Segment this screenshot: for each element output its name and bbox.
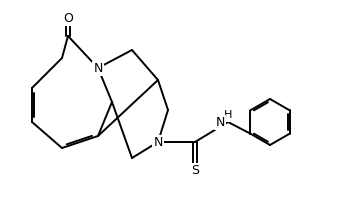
Text: N: N [215, 115, 225, 128]
Text: O: O [63, 12, 73, 24]
Text: H: H [221, 108, 231, 121]
Text: N: N [153, 135, 163, 148]
Text: N: N [93, 62, 103, 75]
Text: S: S [191, 164, 199, 177]
Text: N: N [215, 114, 225, 127]
Text: H: H [224, 110, 232, 120]
